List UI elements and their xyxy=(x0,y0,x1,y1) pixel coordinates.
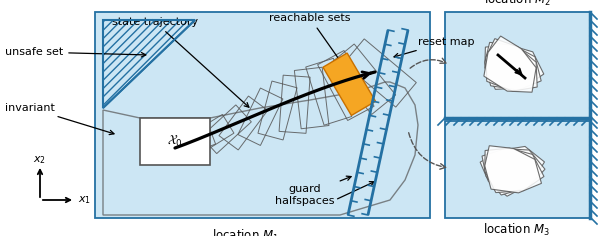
Text: location $M_2$: location $M_2$ xyxy=(484,0,551,8)
Text: $\mathcal{X}_0$: $\mathcal{X}_0$ xyxy=(167,134,183,149)
Polygon shape xyxy=(484,36,536,92)
Bar xyxy=(95,12,430,218)
Text: guard
halfspaces: guard halfspaces xyxy=(275,176,351,206)
Text: state trajectory: state trajectory xyxy=(112,17,249,107)
Text: reset map: reset map xyxy=(394,37,474,58)
Polygon shape xyxy=(485,146,541,193)
Polygon shape xyxy=(482,149,545,195)
Polygon shape xyxy=(485,148,544,193)
Polygon shape xyxy=(323,53,376,115)
Text: invariant: invariant xyxy=(5,103,114,135)
Text: location $M_1$: location $M_1$ xyxy=(212,228,279,236)
Polygon shape xyxy=(480,147,544,196)
Text: location $M_3$: location $M_3$ xyxy=(484,222,551,236)
Text: unsafe set: unsafe set xyxy=(5,47,146,57)
Text: $x_2$: $x_2$ xyxy=(33,154,47,166)
Bar xyxy=(445,12,590,118)
Text: reachable sets: reachable sets xyxy=(269,13,353,79)
Polygon shape xyxy=(485,42,541,90)
Bar xyxy=(445,121,590,218)
Polygon shape xyxy=(485,45,544,89)
Bar xyxy=(140,118,210,165)
Text: $x_1$: $x_1$ xyxy=(78,194,91,206)
Polygon shape xyxy=(486,39,537,91)
